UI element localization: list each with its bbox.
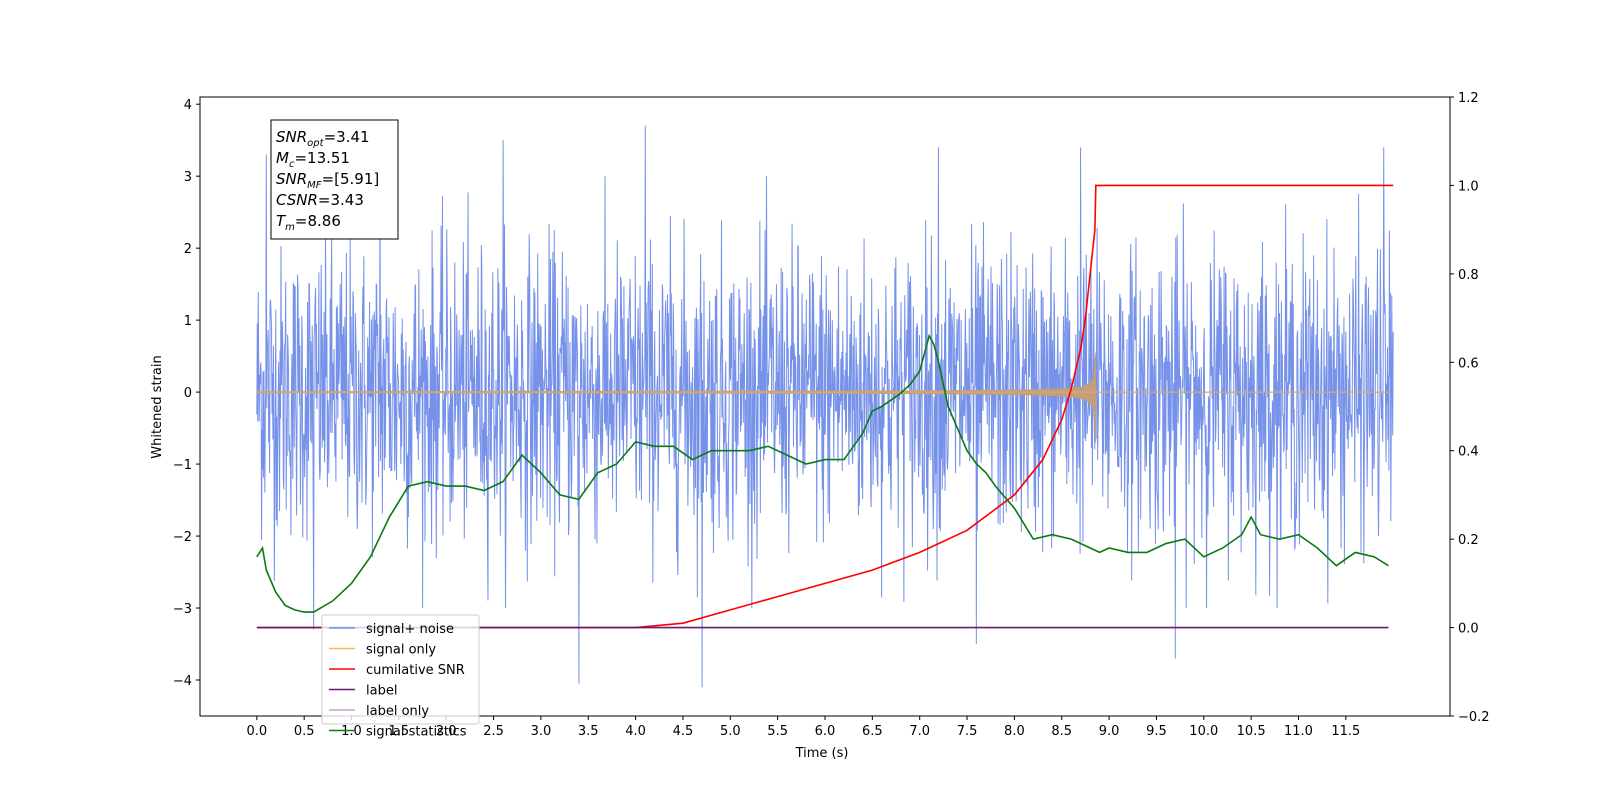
y-tick-label: 1: [184, 314, 192, 329]
x-tick-label: 7.0: [909, 724, 930, 739]
x-tick-label: 6.5: [862, 724, 883, 739]
x-tick-label: 3.0: [531, 724, 552, 739]
x-tick-label: 9.5: [1146, 724, 1167, 739]
y2-tick-label: 0.8: [1458, 268, 1479, 283]
x-tick-label: 10.0: [1189, 724, 1218, 739]
x-tick-label: 5.0: [720, 724, 741, 739]
x-tick-label: 8.5: [1051, 724, 1072, 739]
y2-tick-label: 0.6: [1458, 356, 1479, 371]
legend-frame: [321, 614, 480, 725]
y-tick-label: −2: [173, 530, 192, 545]
y2-tick-label: 1.0: [1458, 179, 1479, 194]
y-tick-label: 4: [184, 98, 192, 113]
y-tick-label: −4: [173, 674, 192, 689]
x-tick-label: 6.0: [815, 724, 836, 739]
y-axis-left: 4 3 2 1 0 −1 −2 −3 −4: [173, 98, 200, 689]
y2-tick-label: −0.2: [1458, 710, 1490, 725]
x-tick-label: 11.5: [1331, 724, 1360, 739]
x-tick-label: 2.0: [436, 724, 457, 739]
x-tick-label: 7.5: [957, 724, 978, 739]
y2-tick-label: 0.2: [1458, 533, 1479, 548]
x-tick-label: 4.0: [625, 724, 646, 739]
x-tick-label: 8.0: [1004, 724, 1025, 739]
legend-label: signal only: [366, 643, 436, 658]
series-signal-noise-line: [256, 125, 1394, 688]
y-tick-label: 3: [184, 170, 192, 185]
x-tick-label: 1.0: [341, 724, 362, 739]
series-cumilative-snr-line: [256, 184, 1394, 629]
x-tick-label: 1.5: [389, 724, 410, 739]
x-axis: 0.0 0.5 1.0 1.5 2.0 2.5 3.0 3.5 4.0 4.5 5.0 5.5 6.0 6…: [246, 716, 1360, 739]
y-tick-label: −3: [173, 602, 192, 617]
x-tick-label: 2.5: [483, 724, 504, 739]
stat-line: SNRMF=[5.91]: [276, 170, 379, 191]
x-tick-label: 4.5: [673, 724, 694, 739]
stat-line: CSNR=3.43: [276, 191, 364, 209]
y2-tick-label: 0.0: [1458, 622, 1479, 637]
stats-box: SNRopt=3.41Mc=13.51SNRMF=[5.91]CSNR=3.43…: [270, 119, 399, 240]
plot-area: [256, 125, 1394, 688]
x-tick-label: 0.5: [294, 724, 315, 739]
x-tick-label: 5.5: [767, 724, 788, 739]
legend-label: signal+ noise: [366, 622, 454, 637]
x-tick-label: 3.5: [578, 724, 599, 739]
x-tick-label: 9.0: [1099, 724, 1120, 739]
legend-label: signal statistics: [366, 725, 467, 740]
y-tick-label: 0: [184, 386, 192, 401]
stats-box-frame: [270, 119, 399, 240]
stat-line: SNRopt=3.41: [276, 128, 370, 149]
x-tick-label: 0.0: [246, 724, 267, 739]
y2-tick-label: 0.4: [1458, 445, 1479, 460]
stat-line: Mc=13.51: [276, 149, 350, 170]
y-axis-label: Whitened strain: [150, 355, 165, 458]
y2-tick-label: 1.2: [1458, 91, 1479, 106]
legend-label: cumilative SNR: [366, 663, 465, 678]
series-signal-statistics-line: [256, 333, 1389, 613]
x-axis-label: Time (s): [795, 746, 849, 761]
y-tick-label: −1: [173, 458, 192, 473]
legend: signal+ noise signal only cumilative SNR la…: [321, 614, 480, 740]
legend-label: label only: [366, 704, 429, 719]
series-signal-only-envelope: [256, 352, 1097, 443]
stat-line: Tm=8.86: [276, 212, 341, 233]
x-tick-label: 10.5: [1237, 724, 1266, 739]
y-axis-right: 1.2 1.0 0.8 0.6 0.4 0.2 0.0 −0.2: [1450, 91, 1490, 725]
legend-label: label: [366, 684, 397, 699]
x-tick-label: 11.0: [1284, 724, 1313, 739]
y-tick-label: 2: [184, 242, 192, 257]
